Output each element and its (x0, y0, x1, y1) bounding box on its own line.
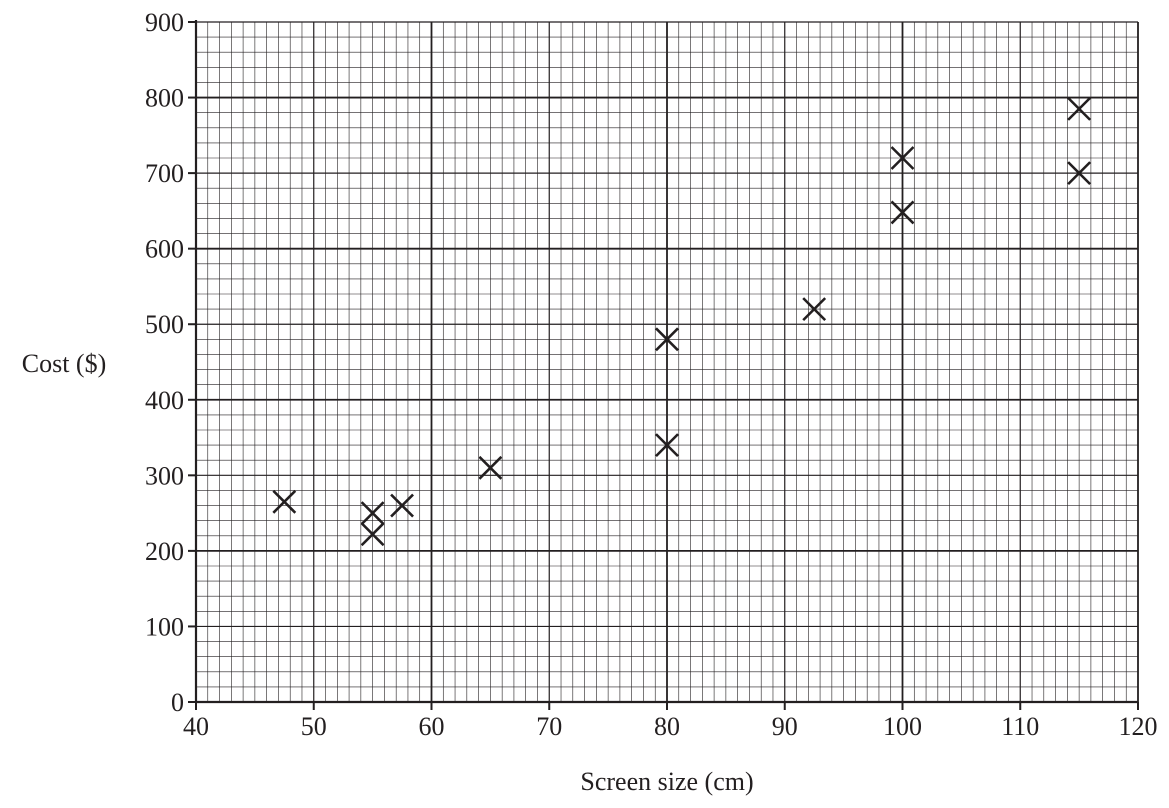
data-point-cross (272, 489, 297, 514)
cross-stroke (655, 433, 679, 458)
y-tick-label: 400 (145, 386, 184, 415)
cross-stroke (390, 493, 414, 518)
data-points (272, 96, 1092, 547)
cross-stroke (890, 200, 915, 225)
y-tick-label: 800 (145, 84, 184, 113)
x-tick-label: 60 (419, 712, 445, 741)
data-point-cross (655, 327, 679, 352)
cross-stroke (802, 297, 827, 322)
axes (188, 20, 1139, 710)
y-tick-label: 700 (145, 159, 184, 188)
y-tick-label: 600 (145, 235, 184, 264)
cross-stroke (890, 146, 915, 170)
cross-stroke (360, 501, 385, 526)
y-tick-label: 500 (145, 310, 184, 339)
x-tick-label: 100 (883, 712, 922, 741)
tick-labels: 40 50 60 70 80 90 100 110 120 0 100 200 300 400 500 600… (145, 8, 1158, 741)
x-axis-label: Screen size (cm) (580, 767, 753, 796)
y-axis-label: Cost ($) (22, 349, 107, 378)
cross-stroke (1067, 161, 1092, 186)
y-tick-label: 100 (145, 612, 184, 641)
x-tick-label: 110 (1001, 712, 1039, 741)
x-tick-label: 70 (536, 712, 562, 741)
data-point-cross (478, 455, 503, 480)
data-point-cross (655, 433, 679, 458)
y-tick-label: 0 (171, 688, 184, 717)
x-tick-label: 50 (301, 712, 327, 741)
data-point-cross (802, 297, 827, 322)
data-point-cross (1067, 96, 1092, 121)
x-tick-label: 40 (183, 712, 209, 741)
cross-stroke (360, 522, 385, 547)
cross-stroke (1067, 96, 1092, 121)
data-point-cross (890, 146, 915, 170)
cross-stroke (655, 327, 679, 352)
data-point-cross (360, 522, 385, 547)
data-point-cross (890, 200, 915, 225)
x-tick-label: 120 (1119, 712, 1158, 741)
data-point-cross (390, 493, 414, 518)
cross-stroke (478, 455, 503, 480)
x-tick-label: 80 (654, 712, 680, 741)
y-tick-label: 900 (145, 8, 184, 37)
x-tick-label: 90 (772, 712, 798, 741)
data-point-cross (1067, 161, 1092, 186)
data-point-cross (360, 501, 385, 526)
y-tick-label: 200 (145, 537, 184, 566)
cross-stroke (272, 489, 297, 514)
y-tick-label: 300 (145, 461, 184, 490)
